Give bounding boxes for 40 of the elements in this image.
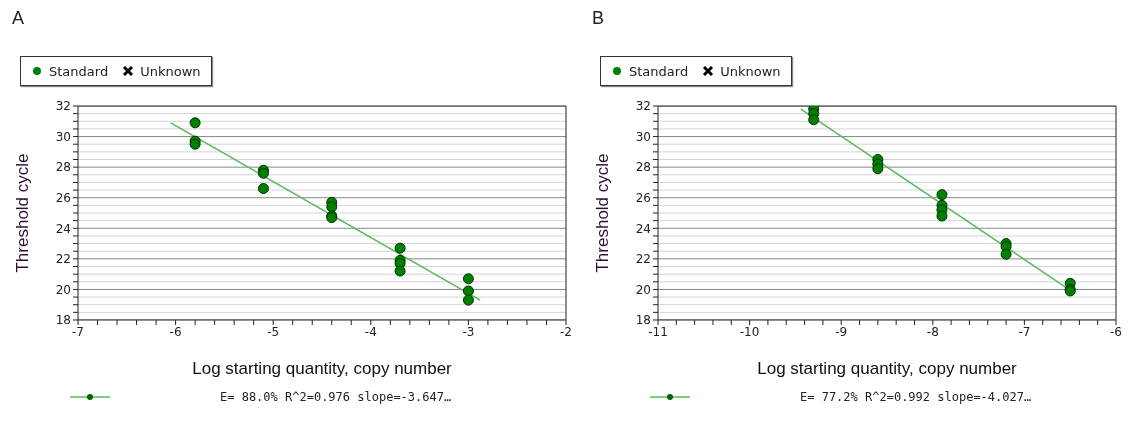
y-tick-label: 24 [635, 221, 651, 236]
y-tick-label: 20 [55, 282, 71, 297]
y-axis-title: Threshold cycle [13, 153, 33, 273]
legend-label: Unknown [720, 63, 781, 79]
text: E= 77.2% R^2=0.992 slope=-4.027… [800, 390, 1032, 404]
y-tick-label: 30 [635, 129, 651, 144]
y-tick-label: 30 [55, 129, 71, 144]
x-axis-title: Log starting quantity, copy number [192, 359, 453, 379]
legend-label: Unknown [140, 63, 201, 79]
x-tick-label: -7 [1018, 324, 1031, 339]
x-tick-label: -6 [169, 324, 182, 339]
y-tick-label: 24 [55, 221, 71, 236]
y-axis-title: Threshold cycle [593, 153, 613, 273]
x-tick-label: -9 [835, 324, 848, 339]
y-tick-label: 22 [635, 252, 651, 267]
y-tick-label: 32 [635, 99, 651, 114]
y-tick-label: 26 [635, 190, 651, 205]
y-tick-label: 32 [55, 99, 71, 114]
x-tick-label: -2 [560, 324, 572, 339]
x-tick-label: -6 [1110, 324, 1122, 339]
y-tick-label: 28 [55, 160, 71, 175]
chart-title: B [592, 8, 605, 30]
text: E= 88.0% R^2=0.976 slope=-3.647… [220, 390, 452, 404]
x-tick-label: -11 [648, 324, 668, 339]
y-tick-label: 20 [635, 282, 651, 297]
x-tick-label: -4 [364, 324, 377, 339]
x-tick-label: -10 [739, 324, 760, 339]
chart-title: A [12, 8, 25, 30]
y-tick-label: 18 [635, 313, 651, 328]
legend-label: Standard [49, 63, 109, 79]
x-axis-title: Log starting quantity, copy number [757, 359, 1018, 379]
x-tick-label: -5 [267, 324, 280, 339]
y-tick-label: 26 [55, 190, 71, 205]
y-tick-label: 18 [55, 313, 71, 328]
x-tick-label: -7 [72, 324, 84, 339]
legend-label: Standard [629, 63, 689, 79]
y-tick-label: 28 [635, 160, 651, 175]
y-tick-label: 22 [55, 252, 71, 267]
x-tick-label: -3 [462, 324, 475, 339]
x-tick-label: -8 [926, 324, 939, 339]
